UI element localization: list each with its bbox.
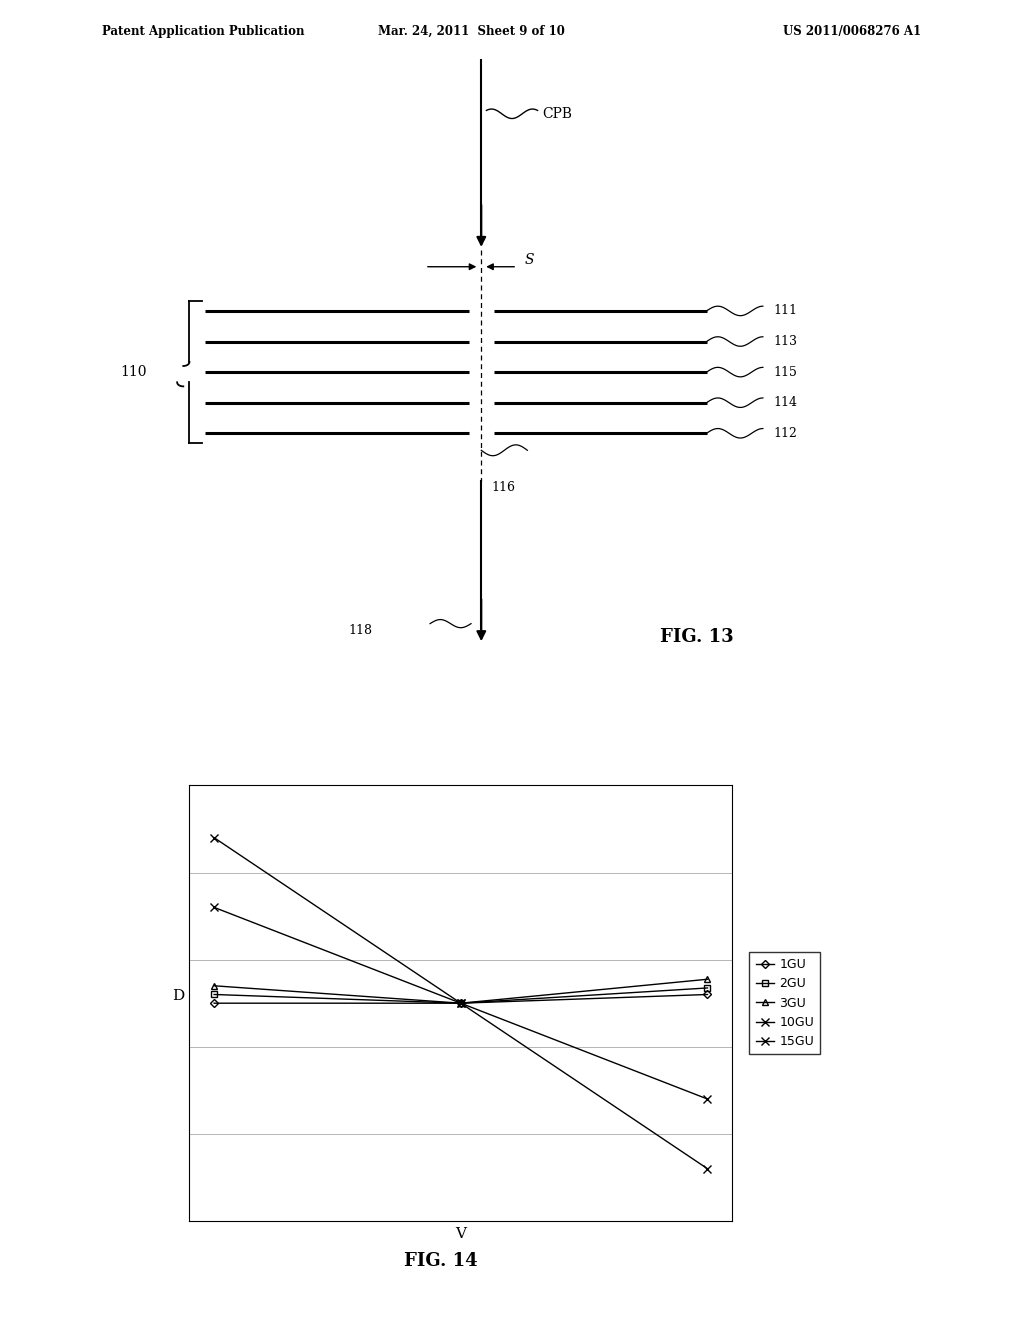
1GU <box>455 995 467 1011</box>
X-axis label: V: V <box>456 1226 466 1241</box>
Text: 118: 118 <box>348 624 372 638</box>
Line: 2GU: 2GU <box>211 985 711 1006</box>
3GU <box>701 972 714 987</box>
Text: 113: 113 <box>773 335 797 348</box>
Line: 15GU: 15GU <box>210 833 712 1173</box>
Text: Mar. 24, 2011  Sheet 9 of 10: Mar. 24, 2011 Sheet 9 of 10 <box>378 25 564 38</box>
15GU <box>701 1160 714 1176</box>
Line: 10GU: 10GU <box>210 903 712 1104</box>
Text: 111: 111 <box>773 305 797 317</box>
Text: CPB: CPB <box>543 107 572 121</box>
Text: FIG. 14: FIG. 14 <box>403 1251 477 1270</box>
Text: 115: 115 <box>773 366 797 379</box>
2GU <box>455 995 467 1011</box>
2GU <box>701 979 714 995</box>
10GU <box>701 1092 714 1107</box>
Text: S: S <box>524 253 534 267</box>
Line: 3GU: 3GU <box>211 975 711 1006</box>
Y-axis label: D: D <box>172 989 184 1003</box>
3GU <box>455 995 467 1011</box>
Text: 112: 112 <box>773 426 797 440</box>
Text: US 2011/0068276 A1: US 2011/0068276 A1 <box>783 25 922 38</box>
15GU <box>208 830 220 846</box>
Line: 1GU: 1GU <box>211 991 711 1006</box>
Legend: 1GU, 2GU, 3GU, 10GU, 15GU: 1GU, 2GU, 3GU, 10GU, 15GU <box>750 952 820 1055</box>
Text: 110: 110 <box>120 366 146 379</box>
10GU <box>455 995 467 1011</box>
Text: 114: 114 <box>773 396 797 409</box>
1GU <box>701 986 714 1002</box>
Text: 116: 116 <box>492 480 515 494</box>
2GU <box>208 986 220 1002</box>
Text: FIG. 13: FIG. 13 <box>659 628 733 647</box>
3GU <box>208 978 220 994</box>
Text: Patent Application Publication: Patent Application Publication <box>102 25 305 38</box>
10GU <box>208 899 220 915</box>
1GU <box>208 995 220 1011</box>
15GU <box>455 995 467 1011</box>
